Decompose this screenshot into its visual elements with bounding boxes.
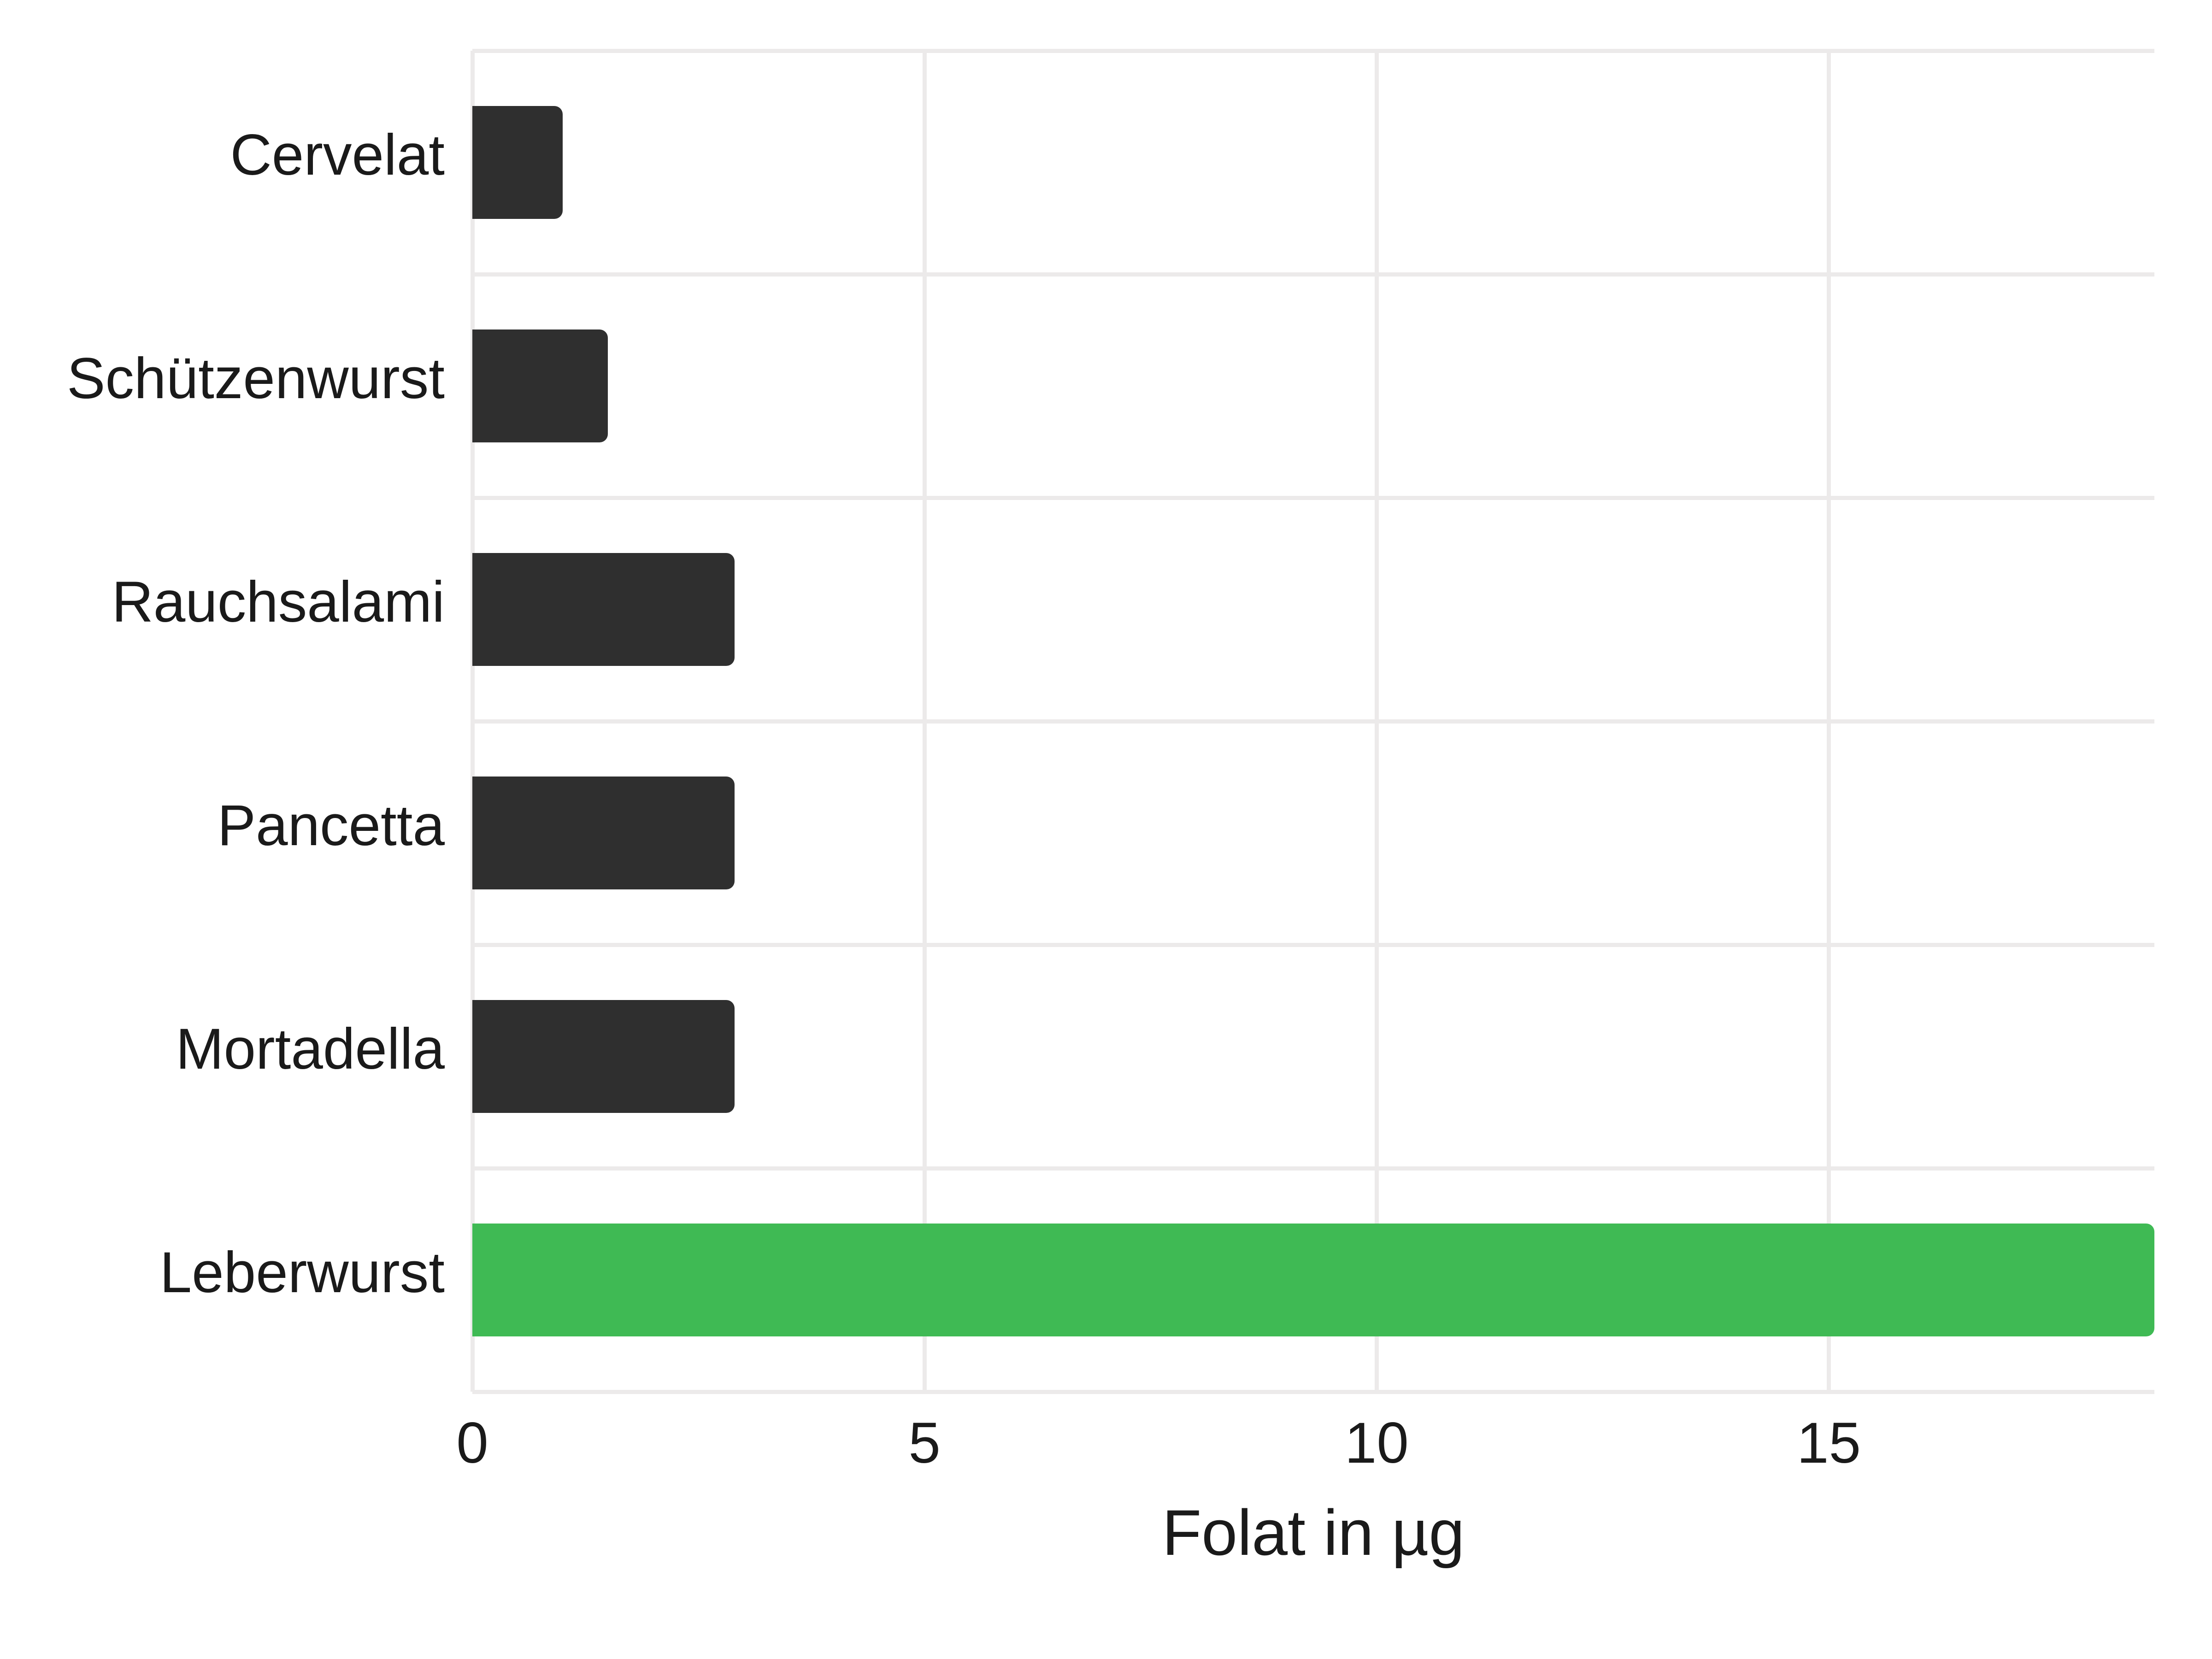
x-axis-label: Folat in µg <box>1162 1495 1465 1570</box>
gridline-horizontal <box>472 1390 2154 1394</box>
bar-rauchsalami <box>472 553 735 666</box>
x-tick-label: 0 <box>456 1410 488 1476</box>
category-label: Rauchsalami <box>112 569 445 635</box>
gridline-horizontal <box>472 943 2154 947</box>
category-label: Mortadella <box>176 1016 445 1082</box>
gridline-horizontal <box>472 272 2154 276</box>
category-label: Cervelat <box>230 122 445 188</box>
category-label: Leberwurst <box>160 1240 445 1306</box>
folat-bar-chart: Cervelat Schützenwurst Rauchsalami Pancetta… <box>0 0 2212 1659</box>
category-label: Schützenwurst <box>67 346 445 412</box>
x-tick-label: 10 <box>1345 1410 1409 1476</box>
bar-pancetta <box>472 777 735 889</box>
bar-mortadella <box>472 1000 735 1113</box>
bar-schützenwurst <box>472 329 608 442</box>
plot-area <box>472 51 2154 1392</box>
gridline-horizontal <box>472 1166 2154 1171</box>
x-tick-label: 15 <box>1797 1410 1861 1476</box>
gridline-horizontal <box>472 49 2154 53</box>
gridline-horizontal <box>472 719 2154 724</box>
x-tick-label: 5 <box>908 1410 941 1476</box>
category-label: Pancetta <box>218 793 445 859</box>
bar-cervelat <box>472 106 563 219</box>
gridline-horizontal <box>472 496 2154 500</box>
bar-leberwurst <box>472 1224 2154 1336</box>
